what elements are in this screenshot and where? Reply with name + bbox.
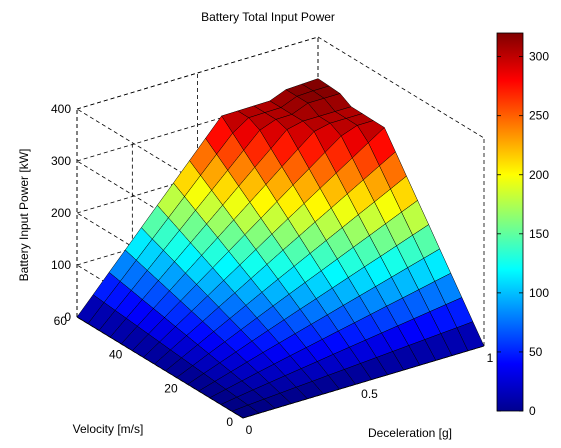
colorbar-tick-label: 0 bbox=[529, 404, 536, 418]
colorbar-tick-label: 250 bbox=[529, 109, 549, 123]
z-tick-label: 200 bbox=[51, 206, 71, 220]
z-tick-label: 0 bbox=[64, 310, 71, 324]
colorbar-tick-label: 200 bbox=[529, 168, 549, 182]
colorbar: 0 50 100 150 200 250 300 bbox=[496, 32, 549, 418]
colorbar-gradient bbox=[496, 32, 524, 412]
z-tick-label: 400 bbox=[51, 102, 71, 116]
y-axis-label: Velocity [m/s] bbox=[73, 422, 144, 436]
chart-title: Battery Total Input Power bbox=[201, 10, 335, 24]
x-tick-label: 1 bbox=[487, 351, 494, 365]
colorbar-tick-label: 300 bbox=[529, 50, 549, 64]
colorbar-tick-label: 100 bbox=[529, 286, 549, 300]
colorbar-tick-label: 50 bbox=[529, 345, 543, 359]
y-tick-label: 20 bbox=[164, 381, 178, 395]
y-tick-label: 40 bbox=[109, 348, 123, 362]
colorbar-tick-label: 150 bbox=[529, 227, 549, 241]
z-tick-label: 300 bbox=[51, 154, 71, 168]
x-tick-label: 0.5 bbox=[361, 387, 378, 401]
y-tick-label: 0 bbox=[226, 415, 233, 429]
surface-mesh bbox=[76, 78, 485, 419]
x-axis-label: Deceleration [g] bbox=[368, 426, 452, 440]
x-tick-label: 0 bbox=[246, 423, 253, 437]
z-axis-label: Battery Input Power [kW] bbox=[17, 149, 31, 282]
y-tick-label: 60 bbox=[54, 314, 68, 328]
z-tick-label: 100 bbox=[51, 258, 71, 272]
